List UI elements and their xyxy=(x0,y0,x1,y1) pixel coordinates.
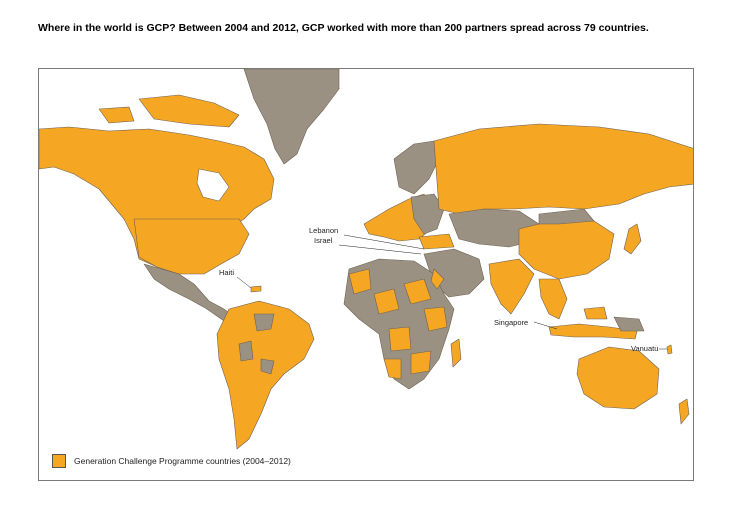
china xyxy=(518,218,615,280)
scandinavia xyxy=(393,140,440,195)
papua xyxy=(613,316,645,332)
southeast-asia xyxy=(538,278,568,320)
page-title: Where in the world is GCP? Between 2004 … xyxy=(38,22,649,34)
hudson-bay xyxy=(196,168,230,202)
israel-leader xyxy=(338,244,422,255)
haiti xyxy=(250,285,262,293)
arctic-islands xyxy=(98,94,240,128)
legend-label: Generation Challenge Programme countries… xyxy=(74,456,291,466)
world-map: Lebanon Israel Haiti Singapore Vanuatu xyxy=(38,68,694,481)
singapore-leader xyxy=(533,321,558,330)
label-haiti: Haiti xyxy=(219,268,234,277)
india xyxy=(488,258,535,315)
sa-grey-countries xyxy=(238,313,275,375)
south-america xyxy=(216,300,315,450)
new-zealand xyxy=(678,398,690,425)
haiti-leader xyxy=(236,276,252,289)
legend: Generation Challenge Programme countries… xyxy=(52,454,291,468)
eastern-europe xyxy=(410,193,445,235)
legend-swatch xyxy=(52,454,66,468)
turkey xyxy=(418,233,455,250)
indonesia xyxy=(548,306,638,340)
vanuatu xyxy=(666,344,673,355)
greenland xyxy=(243,69,340,165)
africa-partners xyxy=(348,268,448,380)
usa xyxy=(133,218,250,275)
lebanon-leader xyxy=(343,234,425,250)
label-singapore: Singapore xyxy=(494,318,528,327)
label-vanuatu: Vanuatu xyxy=(631,344,658,353)
madagascar xyxy=(450,338,462,368)
australia xyxy=(576,346,660,410)
japan xyxy=(623,223,642,255)
map-canvas: Lebanon Israel Haiti Singapore Vanuatu xyxy=(39,69,693,450)
mongolia xyxy=(538,208,595,225)
label-israel: Israel xyxy=(314,236,333,245)
label-lebanon: Lebanon xyxy=(309,226,338,235)
russia xyxy=(433,123,693,215)
